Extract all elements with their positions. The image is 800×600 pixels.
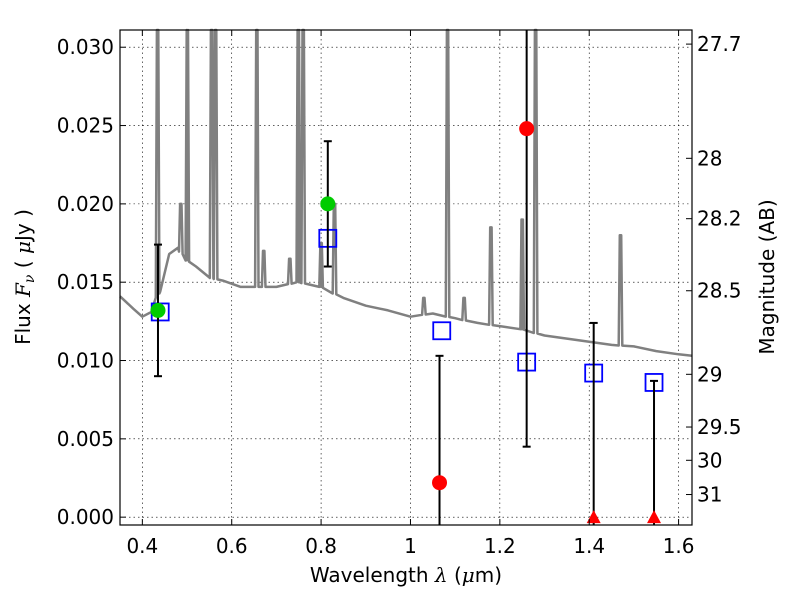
observed-point-circle (320, 196, 336, 212)
x-tick-label: 0.8 (305, 534, 337, 558)
grid (120, 30, 692, 525)
plot-frame (119, 29, 693, 526)
y-tick-label: 0.030 (57, 35, 114, 59)
y-tick-label: 0.015 (57, 270, 114, 294)
observed-point-circle (150, 302, 166, 318)
magnitude-axis-label: Magnitude (AB) (755, 199, 779, 354)
spectrum-layer (119, 28, 693, 358)
y-axis-label: Flux Fν ( μJy ) (11, 209, 38, 345)
observed-point-circle (432, 475, 448, 491)
spectrum-line (119, 28, 693, 358)
x-tick-label: 0.6 (216, 534, 248, 558)
mag-tick-label: 29.5 (697, 415, 742, 439)
y-tick-label: 0.025 (57, 114, 114, 138)
x-tick-label: 1 (404, 534, 417, 558)
x-tick-label: 1.6 (663, 534, 695, 558)
observed-point-circle (519, 121, 535, 137)
mag-tick-label: 29 (697, 362, 722, 386)
x-axis-label: Wavelength λ (μm) (310, 563, 502, 587)
y-tick-label: 0.000 (57, 505, 114, 529)
marker-layer (150, 30, 664, 525)
mag-tick-label: 27.7 (697, 32, 742, 56)
model-point-square (432, 321, 452, 341)
x-tick-label: 1.2 (484, 534, 516, 558)
upper-limit-triangle (586, 510, 601, 524)
mag-tick-label: 28.5 (697, 279, 742, 303)
x-tick-label: 0.4 (126, 534, 158, 558)
x-tick-label: 1.4 (573, 534, 605, 558)
y-tick-label: 0.005 (57, 427, 114, 451)
upper-limit-triangle (647, 510, 662, 524)
y-tick-label: 0.020 (57, 192, 114, 216)
axes: 0.4 0.6 0.8 1 1.2 1.4 1.6 0.000 0.005 0.010 0.015 0… (57, 29, 742, 558)
y-tick-label: 0.010 (57, 349, 114, 373)
mag-tick-label: 28 (697, 146, 722, 170)
mag-tick-label: 30 (697, 448, 722, 472)
mag-tick-label: 28.2 (697, 207, 742, 231)
mag-tick-label: 31 (697, 483, 722, 507)
